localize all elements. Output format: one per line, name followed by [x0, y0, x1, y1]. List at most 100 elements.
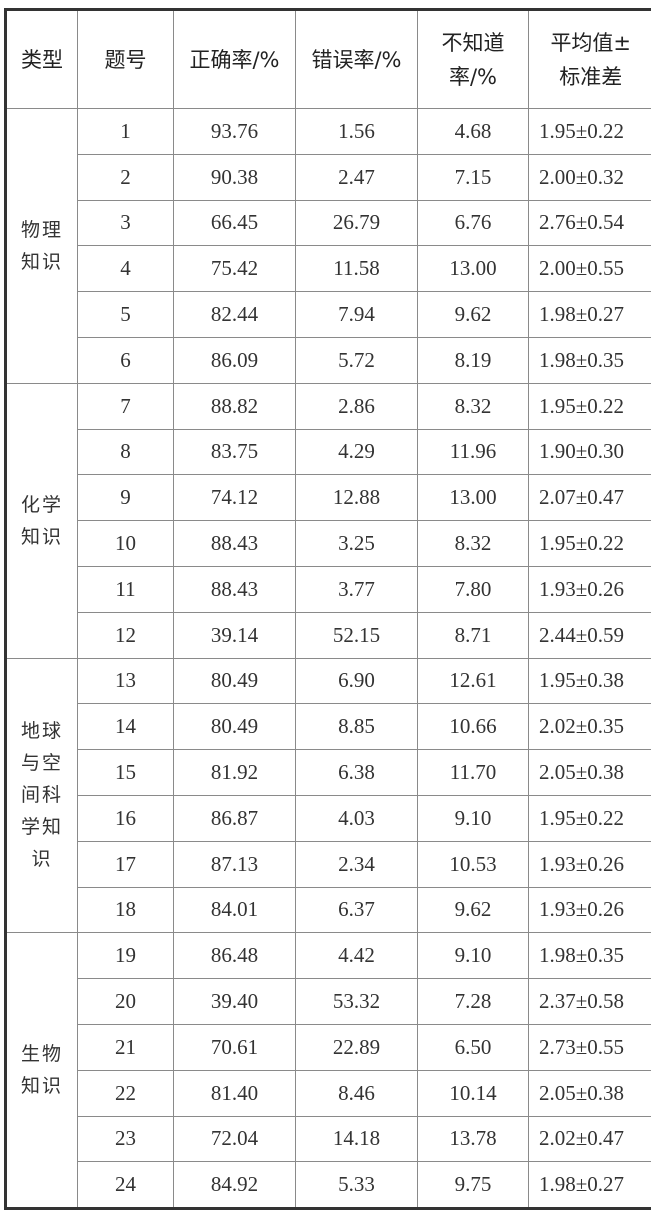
- error-rate-cell: 3.77: [295, 565, 418, 613]
- table-row: 3 66.45 26.79 6.76 2.76±0.54: [6, 199, 651, 247]
- data-table: 类型 题号 正确率/% 错误率/% 不知道 率/% 平均值± 标准差 物理知识 1…: [4, 8, 651, 1211]
- mean-sd-cell: 1.95±0.22: [528, 382, 651, 430]
- error-rate-cell: 4.42: [295, 932, 418, 980]
- question-no-cell: 1: [77, 108, 174, 155]
- unknown-rate-cell: 13.00: [417, 245, 529, 293]
- unknown-rate-cell: 10.14: [417, 1069, 529, 1117]
- error-rate-cell: 6.90: [295, 657, 418, 705]
- error-rate-cell: 8.46: [295, 1069, 418, 1117]
- table-row: 5 82.44 7.94 9.62 1.98±0.27: [6, 291, 651, 338]
- correct-rate-cell: 39.14: [173, 611, 296, 659]
- correct-rate-cell: 88.82: [173, 382, 296, 430]
- table-row: 2 90.38 2.47 7.15 2.00±0.32: [6, 153, 651, 201]
- unknown-rate-cell: 10.53: [417, 840, 529, 888]
- unknown-rate-cell: 12.61: [417, 657, 529, 705]
- unknown-rate-cell: 9.10: [417, 794, 529, 842]
- mean-sd-cell: 1.98±0.35: [528, 932, 651, 980]
- question-no-cell: 6: [77, 336, 174, 384]
- unknown-rate-cell: 13.00: [417, 474, 529, 522]
- mean-sd-cell: 2.02±0.35: [528, 703, 651, 751]
- unknown-rate-cell: 6.50: [417, 1023, 529, 1071]
- unknown-rate-cell: 7.28: [417, 978, 529, 1025]
- correct-rate-cell: 82.44: [173, 291, 296, 338]
- question-no-cell: 19: [77, 932, 174, 980]
- unknown-rate-cell: 13.78: [417, 1115, 529, 1163]
- table-row: 20 39.40 53.32 7.28 2.37±0.58: [6, 978, 651, 1025]
- question-no-cell: 5: [77, 291, 174, 338]
- error-rate-cell: 52.15: [295, 611, 418, 659]
- mean-sd-cell: 1.93±0.26: [528, 565, 651, 613]
- unknown-rate-cell: 8.32: [417, 520, 529, 567]
- error-rate-cell: 2.86: [295, 382, 418, 430]
- table-row: 9 74.12 12.88 13.00 2.07±0.47: [6, 474, 651, 522]
- table-row: 生物知识 19 86.48 4.42 9.10 1.98±0.35: [5, 932, 651, 1210]
- mean-sd-cell: 2.44±0.59: [528, 611, 651, 659]
- question-no-cell: 13: [77, 657, 174, 705]
- question-no-cell: 14: [77, 703, 174, 751]
- type-cell: 化学知识: [5, 382, 78, 659]
- table-row: 12 39.14 52.15 8.71 2.44±0.59: [6, 611, 651, 659]
- table-row: 18 84.01 6.37 9.62 1.93±0.26: [6, 886, 651, 934]
- mean-sd-cell: 1.95±0.22: [528, 794, 651, 842]
- question-no-cell: 22: [77, 1069, 174, 1117]
- header-question-no: 题号: [77, 9, 174, 109]
- table-row: 15 81.92 6.38 11.70 2.05±0.38: [6, 749, 651, 796]
- correct-rate-cell: 84.92: [173, 1161, 296, 1210]
- question-no-cell: 23: [77, 1115, 174, 1163]
- table-row: 8 83.75 4.29 11.96 1.90±0.30: [6, 428, 651, 476]
- question-no-cell: 17: [77, 840, 174, 888]
- question-no-cell: 7: [77, 382, 174, 430]
- error-rate-cell: 5.72: [295, 336, 418, 384]
- mean-sd-cell: 1.98±0.27: [528, 291, 651, 338]
- mean-sd-cell: 2.37±0.58: [528, 978, 651, 1025]
- error-rate-cell: 22.89: [295, 1023, 418, 1071]
- header-type: 类型: [5, 9, 78, 109]
- table-row: 24 84.92 5.33 9.75 1.98±0.27: [6, 1161, 651, 1210]
- error-rate-cell: 6.37: [295, 886, 418, 934]
- mean-sd-cell: 1.93±0.26: [528, 840, 651, 888]
- correct-rate-cell: 88.43: [173, 565, 296, 613]
- question-no-cell: 21: [77, 1023, 174, 1071]
- header-mean-sd: 平均值± 标准差: [528, 9, 651, 109]
- error-rate-cell: 4.29: [295, 428, 418, 476]
- question-no-cell: 8: [77, 428, 174, 476]
- question-no-cell: 16: [77, 794, 174, 842]
- correct-rate-cell: 87.13: [173, 840, 296, 888]
- table-row: 10 88.43 3.25 8.32 1.95±0.22: [6, 520, 651, 567]
- correct-rate-cell: 80.49: [173, 703, 296, 751]
- unknown-rate-cell: 9.75: [417, 1161, 529, 1210]
- question-no-cell: 4: [77, 245, 174, 293]
- correct-rate-cell: 81.92: [173, 749, 296, 796]
- type-cell: 生物知识: [5, 932, 78, 1210]
- correct-rate-cell: 83.75: [173, 428, 296, 476]
- correct-rate-cell: 93.76: [173, 108, 296, 155]
- correct-rate-cell: 39.40: [173, 978, 296, 1025]
- mean-sd-cell: 2.73±0.55: [528, 1023, 651, 1071]
- header-correct-rate: 正确率/%: [173, 9, 296, 109]
- question-no-cell: 11: [77, 565, 174, 613]
- error-rate-cell: 2.47: [295, 153, 418, 201]
- mean-sd-cell: 2.07±0.47: [528, 474, 651, 522]
- header-error-rate: 错误率/%: [295, 9, 418, 109]
- correct-rate-cell: 72.04: [173, 1115, 296, 1163]
- header-unknown-rate: 不知道 率/%: [417, 9, 529, 109]
- unknown-rate-cell: 7.15: [417, 153, 529, 201]
- table-row: 23 72.04 14.18 13.78 2.02±0.47: [6, 1115, 651, 1163]
- unknown-rate-cell: 11.96: [417, 428, 529, 476]
- correct-rate-cell: 86.48: [173, 932, 296, 980]
- table-row: 4 75.42 11.58 13.00 2.00±0.55: [6, 245, 651, 293]
- error-rate-cell: 26.79: [295, 199, 418, 247]
- mean-sd-cell: 1.98±0.35: [528, 336, 651, 384]
- correct-rate-cell: 86.09: [173, 336, 296, 384]
- mean-sd-cell: 2.02±0.47: [528, 1115, 651, 1163]
- mean-sd-cell: 2.76±0.54: [528, 199, 651, 247]
- table-row: 16 86.87 4.03 9.10 1.95±0.22: [6, 794, 651, 842]
- error-rate-cell: 8.85: [295, 703, 418, 751]
- correct-rate-cell: 75.42: [173, 245, 296, 293]
- error-rate-cell: 12.88: [295, 474, 418, 522]
- question-no-cell: 18: [77, 886, 174, 934]
- mean-sd-cell: 1.98±0.27: [528, 1161, 651, 1210]
- mean-sd-cell: 1.95±0.38: [528, 657, 651, 705]
- mean-sd-cell: 1.95±0.22: [528, 108, 651, 155]
- unknown-rate-cell: 8.32: [417, 382, 529, 430]
